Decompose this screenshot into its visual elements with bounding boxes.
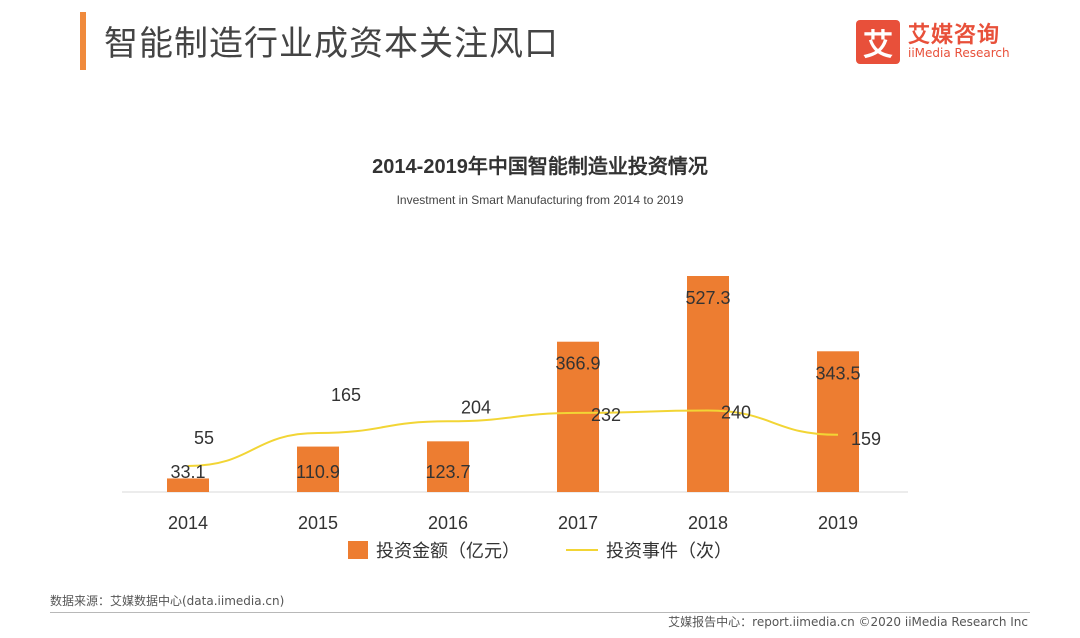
data-source: 数据来源：艾媒数据中心(data.iimedia.cn) [50,594,285,608]
bar-label-2015: 110.9 [296,462,340,482]
x-tick-2014: 2014 [168,513,208,533]
logo-mark-icon: 艾 [856,20,900,64]
line-label-2016: 204 [461,397,491,417]
legend-label-events: 投资事件（次） [606,541,732,562]
legend-bar-swatch [348,541,368,559]
logo-text: 艾媒咨询 iiMedia Research [908,24,1010,60]
footer-divider [50,612,1030,613]
chart-subtitle: Investment in Smart Manufacturing from 2… [396,193,684,207]
bar-2019 [817,351,859,492]
bar-2017 [557,341,599,492]
logo-name-cn: 艾媒咨询 [908,23,1001,49]
line-label-2018: 240 [721,403,751,423]
x-tick-2018: 2018 [688,513,728,533]
bar-2018 [687,276,729,492]
legend-line-swatch [566,549,598,551]
x-tick-2015: 2015 [298,513,338,533]
line-label-2014: 55 [194,428,214,448]
bar-2015 [297,446,339,492]
line-label-2019: 159 [851,429,881,449]
brand-logo: 艾 艾媒咨询 iiMedia Research [856,18,1010,66]
x-tick-2019: 2019 [818,513,858,533]
bar-label-2014: 33.1 [170,462,205,482]
chart-title: 2014-2019年中国智能制造业投资情况 [372,156,708,178]
bar-label-2016: 123.7 [425,462,470,482]
logo-name-en: iiMedia Research [908,46,1010,61]
x-tick-2016: 2016 [428,513,468,533]
events-line [187,409,839,467]
legend-label-amount: 投资金额（亿元） [376,541,520,562]
legend-item-amount: 投资金额（亿元） [348,537,520,563]
line-label-2015: 165 [331,385,361,405]
chart-legend: 投资金额（亿元） 投资事件（次） [0,537,1080,563]
x-tick-2017: 2017 [558,513,598,533]
page-title: 智能制造行业成资本关注风口 [104,24,559,64]
bar-label-2017: 366.9 [555,354,600,374]
bar-label-2019: 343.5 [815,363,860,383]
bar-2016 [427,441,469,492]
line-label-2017: 232 [591,405,621,425]
bar-label-2018: 527.3 [685,288,730,308]
legend-item-events: 投资事件（次） [566,537,732,563]
title-accent-bar [80,12,86,70]
bar-2014 [167,478,209,492]
copyright-text: 艾媒报告中心：report.iimedia.cn ©2020 iiMedia R… [668,615,1028,629]
